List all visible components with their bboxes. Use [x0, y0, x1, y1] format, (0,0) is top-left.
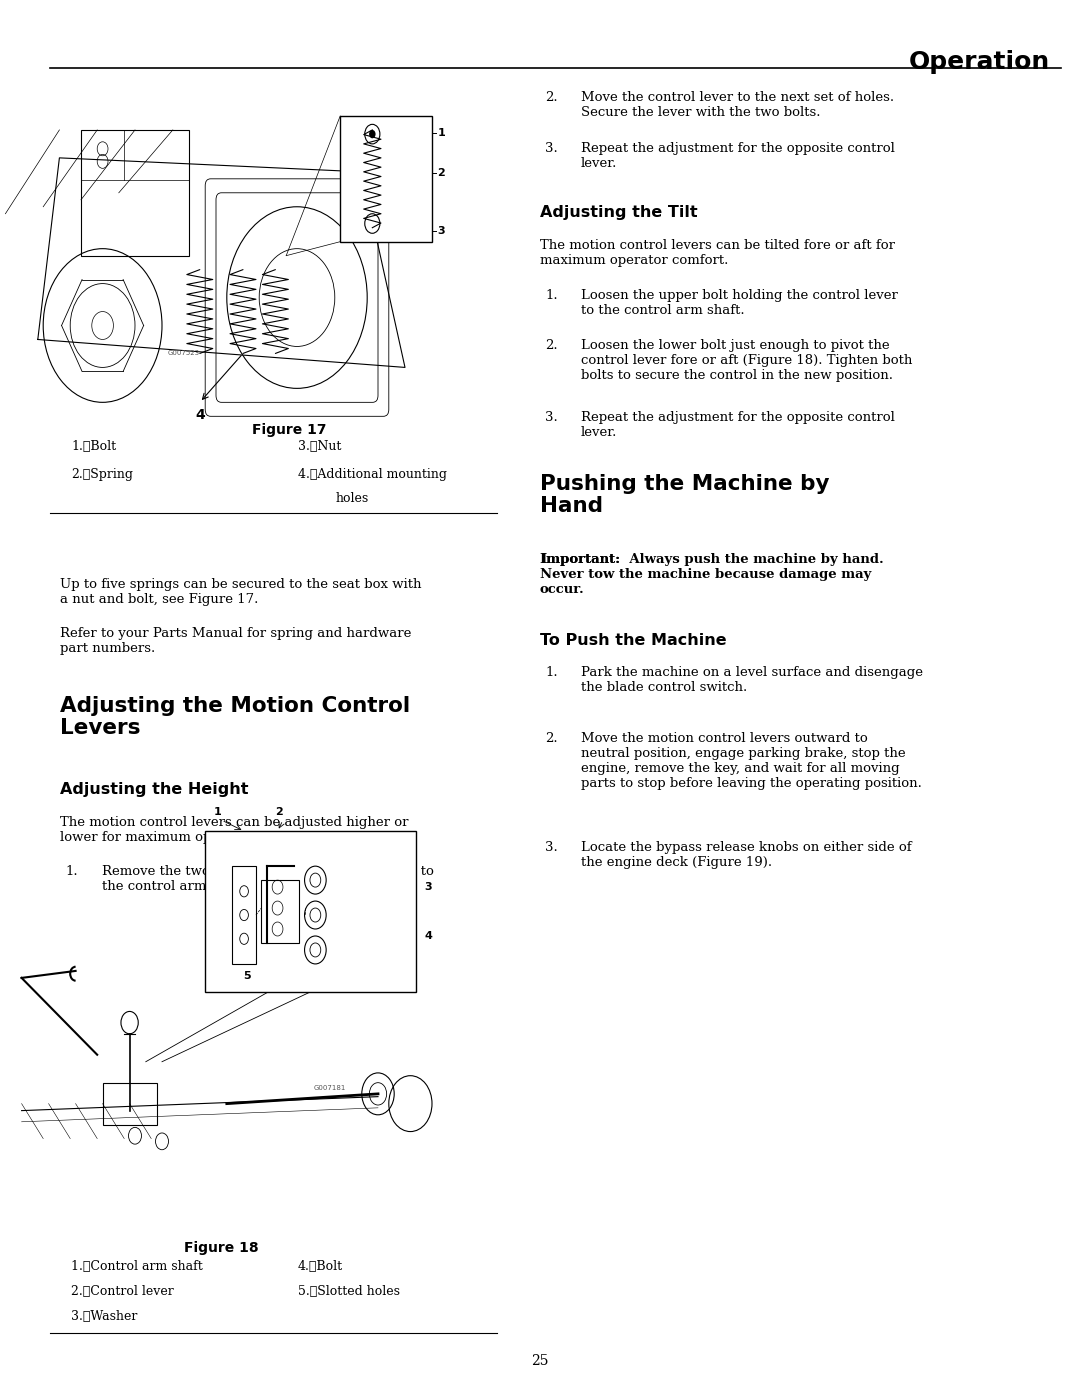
Text: The motion control levers can be adjusted higher or
lower for maximum operator c: The motion control levers can be adjuste…	[60, 816, 409, 844]
Text: Remove the two bolts holding the control lever to
the control arm shaft (Figure : Remove the two bolts holding the control…	[102, 865, 433, 893]
Text: Park the machine on a level surface and disengage
the blade control switch.: Park the machine on a level surface and …	[581, 666, 923, 694]
Text: Move the control lever to the next set of holes.
Secure the lever with the two b: Move the control lever to the next set o…	[581, 91, 894, 119]
Text: 3: 3	[424, 882, 432, 893]
Text: 2: 2	[437, 168, 445, 177]
Text: 2.: 2.	[545, 339, 558, 352]
Text: G007523: G007523	[167, 351, 200, 356]
Text: G007181: G007181	[313, 1084, 346, 1091]
Text: Adjusting the Tilt: Adjusting the Tilt	[540, 205, 698, 221]
Text: 1: 1	[437, 127, 445, 138]
Bar	[261, 880, 299, 943]
Text: Important:: Important:	[540, 553, 620, 566]
Text: 1.: 1.	[545, 666, 558, 679]
Text: Up to five springs can be secured to the seat box with
a nut and bolt, see Figur: Up to five springs can be secured to the…	[60, 578, 422, 606]
Text: Important:  Always push the machine by hand.
Never tow the machine because damag: Important: Always push the machine by ha…	[540, 553, 883, 597]
Bar	[103, 1083, 157, 1125]
Text: Loosen the upper bolt holding the control lever
to the control arm shaft.: Loosen the upper bolt holding the contro…	[581, 289, 897, 317]
Text: 3.: 3.	[545, 142, 558, 155]
Text: Operation: Operation	[908, 50, 1050, 74]
Text: 3: 3	[437, 225, 445, 236]
Text: 2.	Control lever: 2. Control lever	[71, 1285, 174, 1298]
Text: 3.: 3.	[545, 841, 558, 854]
Text: Pushing the Machine by
Hand: Pushing the Machine by Hand	[540, 474, 829, 515]
Text: 2.: 2.	[545, 91, 558, 103]
Text: 4: 4	[424, 930, 432, 942]
Text: 3.	Washer: 3. Washer	[71, 1310, 137, 1323]
Text: 2: 2	[275, 807, 283, 817]
Bar	[205, 831, 416, 992]
Text: Adjusting the Motion Control
Levers: Adjusting the Motion Control Levers	[60, 696, 410, 738]
Text: 1.: 1.	[545, 289, 558, 302]
Text: 1.	Control arm shaft: 1. Control arm shaft	[71, 1260, 203, 1273]
Text: 3.: 3.	[545, 411, 558, 423]
Text: 4.	Bolt: 4. Bolt	[298, 1260, 343, 1273]
Text: 1.: 1.	[66, 865, 79, 877]
Text: Locate the bypass release knobs on either side of
the engine deck (Figure 19).: Locate the bypass release knobs on eithe…	[581, 841, 912, 869]
Text: 2.	Spring: 2. Spring	[71, 468, 133, 481]
Text: Repeat the adjustment for the opposite control
lever.: Repeat the adjustment for the opposite c…	[581, 142, 895, 170]
Text: Figure 17: Figure 17	[253, 423, 326, 437]
Text: 5: 5	[243, 971, 251, 981]
Text: The motion control levers can be tilted fore or aft for
maximum operator comfort: The motion control levers can be tilted …	[540, 239, 895, 267]
Text: To Push the Machine: To Push the Machine	[540, 633, 727, 648]
Circle shape	[369, 130, 376, 138]
Text: 2.: 2.	[545, 732, 558, 745]
Text: Refer to your Parts Manual for spring and hardware
part numbers.: Refer to your Parts Manual for spring an…	[60, 627, 411, 655]
Text: 1.	Bolt: 1. Bolt	[71, 440, 117, 453]
Text: Important:  Always push the machine by hand.
Never tow the machine because damag: Important: Always push the machine by ha…	[540, 553, 883, 597]
Bar	[340, 116, 432, 242]
Text: 5.	Slotted holes: 5. Slotted holes	[298, 1285, 400, 1298]
Text: 4: 4	[194, 408, 205, 422]
Text: holes: holes	[336, 492, 369, 504]
Text: 1: 1	[214, 807, 221, 817]
Text: 4.	Additional mounting: 4. Additional mounting	[298, 468, 447, 481]
Text: 3.	Nut: 3. Nut	[298, 440, 341, 453]
Bar	[81, 130, 189, 256]
Text: Adjusting the Height: Adjusting the Height	[60, 782, 249, 798]
Text: 25: 25	[531, 1354, 549, 1368]
Text: Figure 18: Figure 18	[184, 1241, 259, 1255]
Text: Loosen the lower bolt just enough to pivot the
control lever fore or aft (Figure: Loosen the lower bolt just enough to piv…	[581, 339, 913, 383]
Text: Move the motion control levers outward to
neutral position, engage parking brake: Move the motion control levers outward t…	[581, 732, 922, 791]
Text: Repeat the adjustment for the opposite control
lever.: Repeat the adjustment for the opposite c…	[581, 411, 895, 439]
Bar	[232, 866, 256, 964]
